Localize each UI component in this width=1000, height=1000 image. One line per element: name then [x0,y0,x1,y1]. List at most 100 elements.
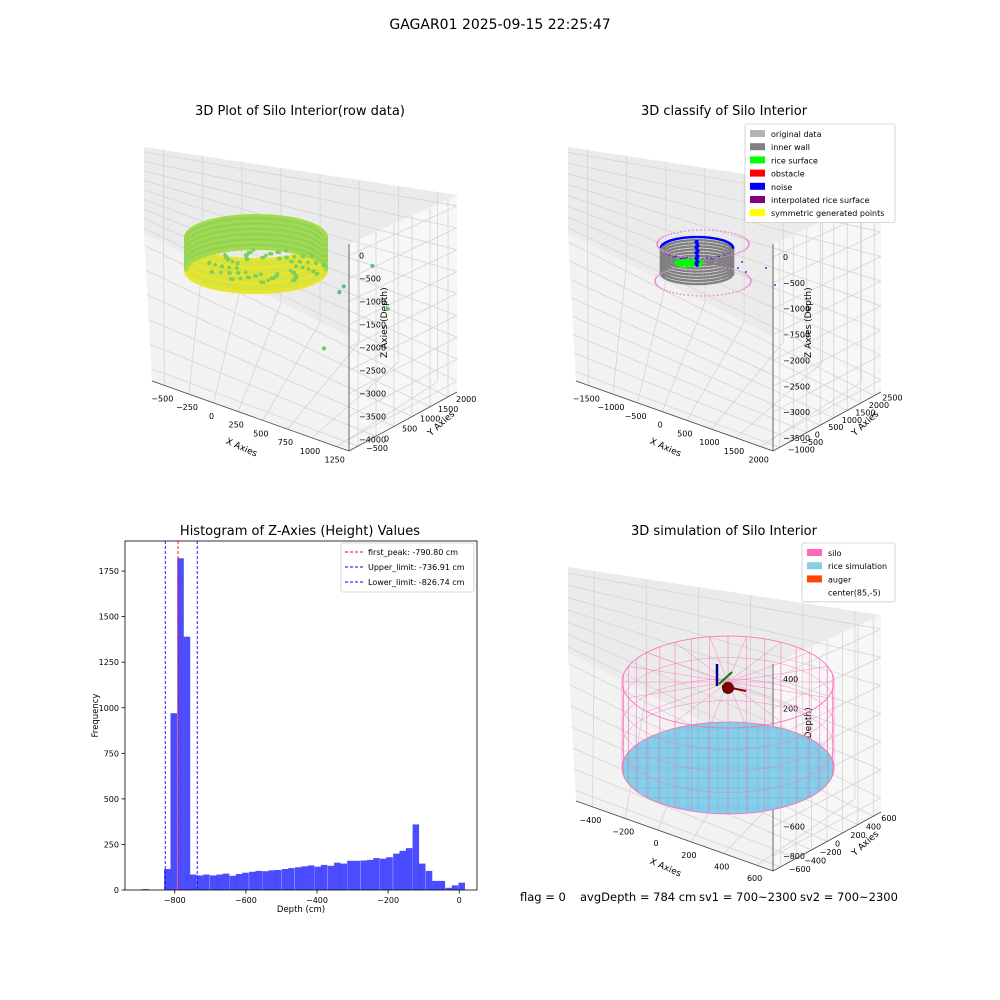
p2-interpolated-point [704,229,706,231]
p2-noise-point [697,235,701,239]
p1-point [219,270,223,275]
p2-interpolated-point [716,294,719,297]
p1-xtick-label: −250 [176,403,198,412]
hist-bar [268,870,276,890]
p2-interpolated-point [680,255,683,258]
p1-point [228,277,233,281]
p4-grid-z [772,797,882,857]
p2-interpolated-point [660,249,663,252]
p2-interpolated-point [746,239,749,242]
p2-interpolated-point [667,233,670,236]
p1-point [243,270,248,275]
p2-interpolated-point [740,288,743,291]
p1-point-cloud [183,213,390,351]
p2-interpolated-point [745,286,748,289]
p2-interpolated-point [667,252,670,255]
p2-legend-label: interpolated rice surface [771,196,869,205]
hist-bar [353,860,361,890]
p1-point [314,272,319,276]
hist-bar [235,874,243,890]
p2-interpolated-point [662,250,665,253]
p2-legend-label: noise [771,183,792,192]
p2-interpolated-point [672,291,674,294]
p1-grid-x [163,242,165,386]
p1-outlier-point [321,346,327,351]
p2-interpolated-point [654,278,657,281]
p4-ztick-label: 200 [783,704,798,713]
p4-silo-spoke [727,681,810,712]
p1-grid-z [143,170,458,251]
p2-legend [744,123,896,223]
p4-xtick-label: 200 [681,851,696,860]
p2-interpolated-point [673,232,676,235]
p1-point [248,250,253,255]
p2-ztick-label: −2000 [783,356,810,365]
p2-interpolated-point [684,256,686,258]
p1-ztick-label: −4000 [359,436,386,445]
p2-wall-point [703,270,706,273]
p1-xtick-label: −500 [151,394,173,403]
p2-grid-z [567,173,882,257]
p2-interpolated-point [658,286,661,289]
p1-point [213,263,217,267]
hist-axes-frame [124,540,478,891]
hist-ytick-label: 500 [104,795,119,804]
p1-grid-z [143,151,458,207]
p2-interpolated-point [733,253,736,256]
p2-wall-point [697,279,701,283]
p2-wall-point [691,282,695,286]
hist-bar [281,869,289,890]
p2-legend-label: original data [771,130,822,139]
p1-zlabel: Z Axies (Depth) [380,287,390,358]
p2-grid-x [587,242,589,386]
p2-ytick-label: 1500 [855,408,875,417]
p2-grid-y [571,297,834,419]
p2-grid-y [568,241,875,397]
sv1-text: sv1 = 700~2300 [699,890,797,904]
p2-interpolated-point [704,257,706,259]
p2-wall-point [691,245,695,248]
p2-wall-point [731,255,735,259]
p2-xtick-label: 1500 [724,447,744,456]
p2-wall-point [697,282,701,286]
p2-wall-point [697,270,701,273]
p2-interpolated-point [735,269,738,272]
p2-interpolated-point [675,292,678,295]
p2-wall-point [701,239,704,242]
p1-ytick-label: 1500 [438,405,458,414]
p4-grid-z [772,769,882,827]
p2-legend-swatch [750,143,765,151]
p2-interpolated-point [666,270,668,272]
panel1-title: 3D Plot of Silo Interior(row data) [195,104,405,119]
p1-xtick-label: 500 [253,429,268,438]
hist-xtick-label: −600 [235,896,257,905]
p2-interpolated-point [668,290,671,293]
p1-point [292,254,297,259]
p2-noise-point [737,267,739,269]
p2-interpolated-point [675,267,678,270]
p2-wall-point [697,267,701,270]
p4-ytick-label: 400 [866,823,881,832]
p1-grid-z [348,380,458,440]
hist-bar [451,885,459,890]
p1-xtick-label: 750 [278,438,293,447]
p2-ytick-label: 0 [815,431,820,440]
hist-bar [419,863,426,890]
p2-noise-point [741,261,743,263]
p2-interpolated-point [747,245,750,248]
p1-y-axis [348,391,458,452]
p2-interpolated-point [716,229,719,232]
p2-interpolated-point [676,231,679,234]
p1-point [220,264,224,268]
p4-silo-ring [621,678,835,772]
hist-bar [340,863,347,890]
flag-text: flag = 0 [520,890,566,904]
p2-grid-y [574,352,794,441]
p2-wall-point [731,258,735,262]
p1-grid-x [213,282,243,403]
p4-ytick-label: 0 [835,840,840,849]
hist-bar [222,873,230,890]
p4-legend-swatch [807,575,822,583]
p4-ytick-label: 200 [850,831,865,840]
p4-silo-spoke [727,681,828,698]
